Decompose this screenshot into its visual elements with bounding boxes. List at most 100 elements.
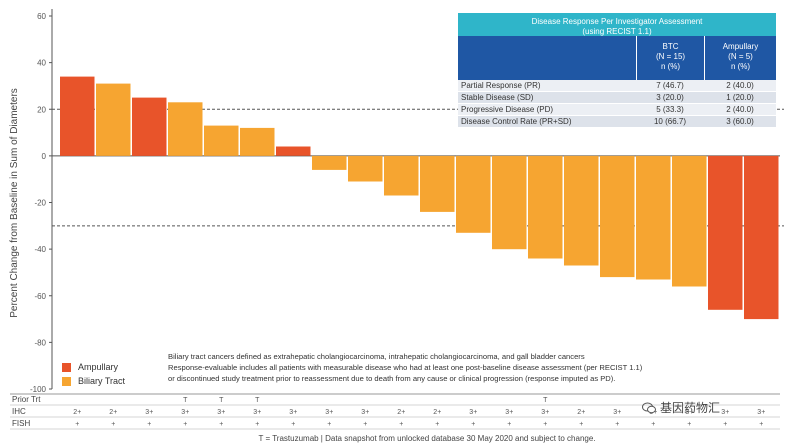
y-tick-label: 40 <box>37 59 46 68</box>
ihc-value: 2+ <box>397 409 405 416</box>
bar-15 <box>564 155 599 266</box>
legend-item-biliary: Biliary Tract <box>62 374 125 388</box>
table-header-ampullary: Ampullary (N = 5) n (%) <box>704 36 776 80</box>
bar-7 <box>276 146 311 156</box>
fish-value: + <box>183 421 187 428</box>
header-text: Ampullary <box>722 42 759 51</box>
bar-9 <box>348 155 383 182</box>
legend-swatch-ampullary <box>62 362 71 372</box>
table-header-blank <box>458 36 636 80</box>
row-label: Disease Control Rate (PR+SD) <box>461 117 572 126</box>
legend-swatch-biliary <box>62 376 71 386</box>
ihc-value: 3+ <box>253 409 261 416</box>
fish-value: + <box>759 421 763 428</box>
row-label-fish: FISH <box>12 419 30 428</box>
fish-value: + <box>291 421 295 428</box>
ihc-value: 3+ <box>649 409 657 416</box>
y-tick-label: -20 <box>34 199 46 208</box>
table-body: Partial Response (PR) 7 (46.7) 2 (40.0) … <box>458 80 776 128</box>
bar-10 <box>384 155 419 196</box>
note-line: Response-evaluable includes all patients… <box>168 363 643 372</box>
header-text: BTC <box>662 42 679 51</box>
row-label-prior_trt: Prior Trt <box>12 395 41 404</box>
y-tick-label: 20 <box>37 105 46 114</box>
bar-14 <box>528 155 563 259</box>
bar-11 <box>420 155 455 212</box>
ihc-value: 2+ <box>433 409 441 416</box>
fish-value: + <box>651 421 655 428</box>
bar-20 <box>744 155 779 320</box>
table-title-line2: (using RECIST 1.1) <box>582 27 652 36</box>
y-tick-label: -40 <box>34 245 46 254</box>
bar-5 <box>204 125 239 156</box>
fish-value: + <box>399 421 403 428</box>
fish-value: + <box>615 421 619 428</box>
ihc-value: 3+ <box>289 409 297 416</box>
prior_trt-value: T <box>219 397 224 404</box>
fish-value: + <box>435 421 439 428</box>
chart-bars <box>60 76 779 320</box>
fish-value: + <box>543 421 547 428</box>
y-tick-label: -100 <box>30 385 47 394</box>
row-label: Progressive Disease (PD) <box>461 105 554 114</box>
fish-value: + <box>327 421 331 428</box>
bar-12 <box>456 155 491 233</box>
fish-value: + <box>687 421 691 428</box>
ihc-value: 3+ <box>505 409 513 416</box>
table-row: Partial Response (PR) 7 (46.7) 2 (40.0) <box>458 80 776 92</box>
chart-legend: Ampullary Biliary Tract <box>62 360 125 388</box>
bar-17 <box>636 155 671 280</box>
legend-item-ampullary: Ampullary <box>62 360 125 374</box>
bar-6 <box>240 127 275 156</box>
fish-value: + <box>363 421 367 428</box>
y-tick-label: -60 <box>34 292 46 301</box>
table-row: Progressive Disease (PD) 5 (33.3) 2 (40.… <box>458 104 776 116</box>
row-ampullary-value: 3 (60.0) <box>726 117 754 126</box>
y-tick-label: 60 <box>37 12 46 21</box>
header-text: (N = 5) <box>728 52 753 61</box>
prior_trt-value: T <box>183 397 188 404</box>
fish-value: + <box>471 421 475 428</box>
bar-2 <box>96 83 131 156</box>
ihc-value: 3+ <box>721 409 729 416</box>
table-title: Disease Response Per Investigator Assess… <box>458 13 776 36</box>
y-tick-label: 0 <box>42 152 47 161</box>
ihc-value: 2+ <box>577 409 585 416</box>
ihc-value: 3+ <box>217 409 225 416</box>
row-ampullary-value: 1 (20.0) <box>726 93 754 102</box>
chart-notes: Biliary tract cancers defined as extrahe… <box>168 351 643 384</box>
legend-label: Biliary Tract <box>78 376 126 386</box>
ihc-value: 2+ <box>109 409 117 416</box>
table-title-line1: Disease Response Per Investigator Assess… <box>531 17 703 26</box>
header-text: (N = 15) <box>655 52 686 61</box>
bar-3 <box>132 97 167 156</box>
watermark-text: 基因药物汇 <box>660 401 721 415</box>
bar-8 <box>312 155 347 170</box>
ihc-value: 3+ <box>469 409 477 416</box>
fish-value: + <box>723 421 727 428</box>
ihc-value: 3+ <box>685 409 693 416</box>
header-text: n (%) <box>660 62 681 71</box>
bar-18 <box>672 155 707 287</box>
note-line: Biliary tract cancers defined as extrahe… <box>168 352 585 361</box>
table-row: Disease Control Rate (PR+SD) 10 (66.7) 3… <box>458 116 776 128</box>
wechat-icon <box>642 402 656 413</box>
ihc-value: 3+ <box>145 409 153 416</box>
row-ampullary-value: 2 (40.0) <box>726 105 754 114</box>
row-btc-value: 7 (46.7) <box>656 81 684 90</box>
row-ampullary-value: 2 (40.0) <box>726 81 754 90</box>
bar-16 <box>600 155 635 278</box>
y-axis-label: Percent Change from Baseline in Sum of D… <box>9 88 20 318</box>
fish-value: + <box>255 421 259 428</box>
y-tick-label: -80 <box>34 338 46 347</box>
ihc-value: 3+ <box>757 409 765 416</box>
row-label-ihc: IHC <box>12 407 26 416</box>
annotation-rows: Prior Trt T T T T IHC 2+ 2+ 3+ 3+ 3+ 3+ 3+ 3+ 3+ 2+ 2+ 3+… <box>10 393 780 430</box>
watermark: 基因药物汇 <box>642 399 720 416</box>
legend-label: Ampullary <box>78 362 119 372</box>
fish-value: + <box>147 421 151 428</box>
prior_trt-value: T <box>255 397 260 404</box>
table-header-btc: BTC (N = 15) n (%) <box>636 36 704 80</box>
fish-value: + <box>75 421 79 428</box>
